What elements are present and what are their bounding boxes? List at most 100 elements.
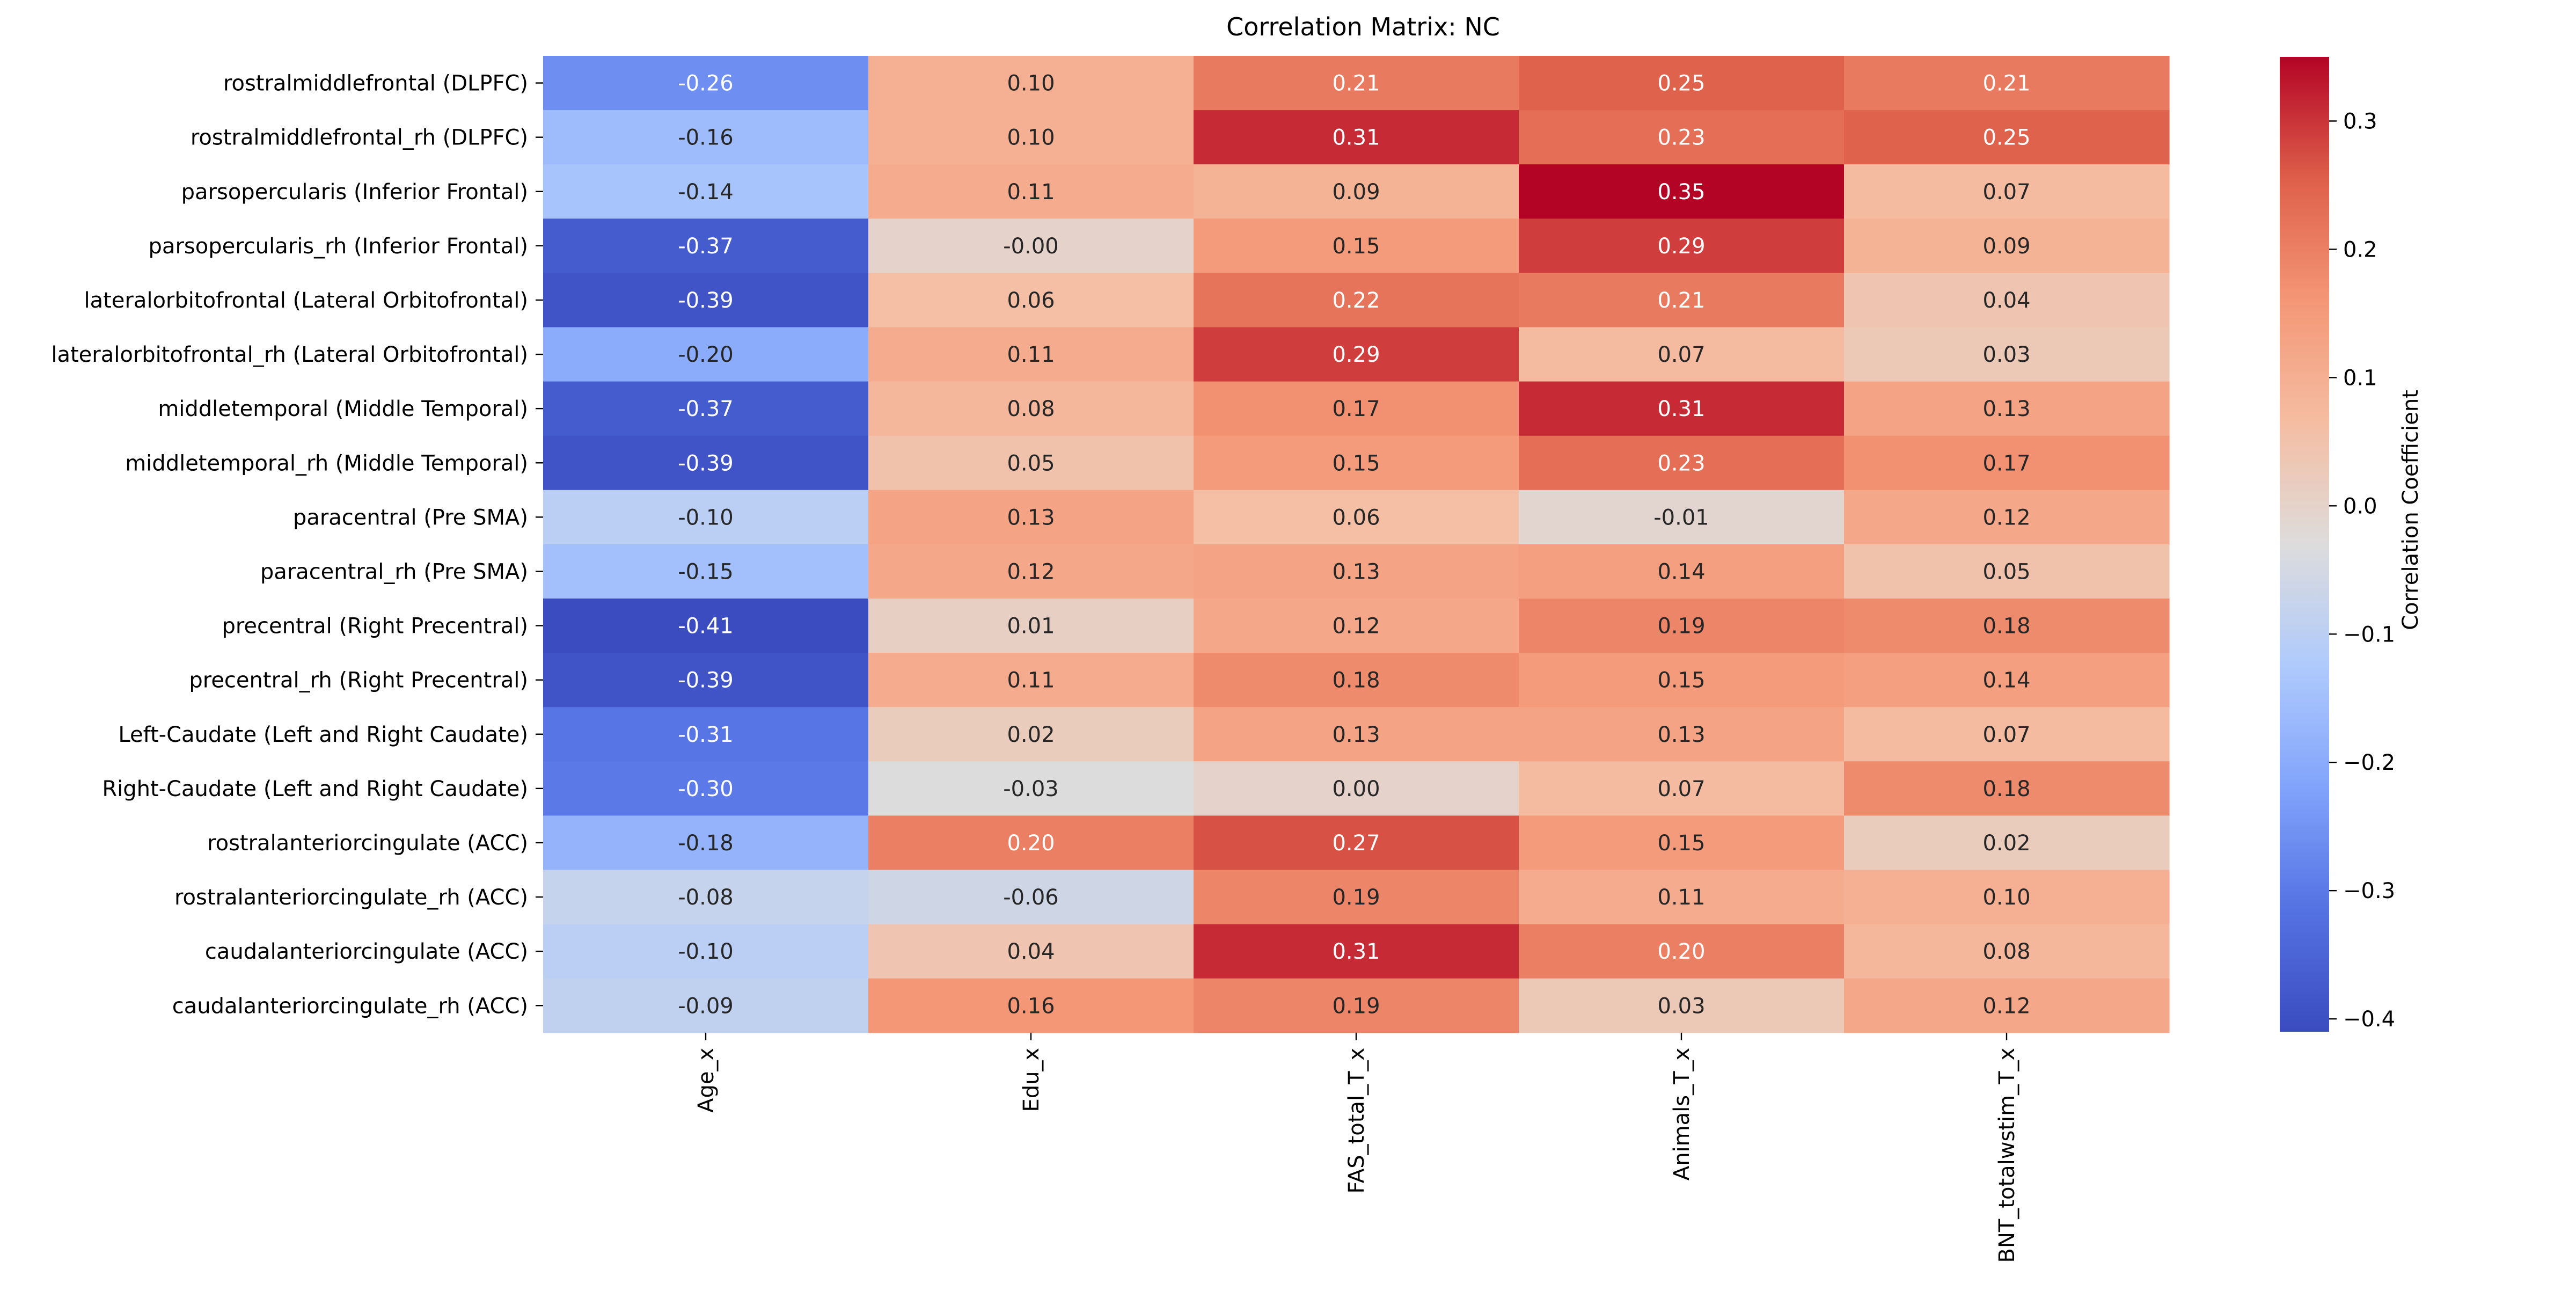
heatmap-cell	[543, 435, 869, 491]
colorbar-tick-label: 0.0	[2343, 494, 2377, 519]
heatmap-cell	[868, 110, 1194, 165]
heatmap-cell	[1519, 110, 1845, 165]
row-label: caudalanteriorcingulate (ACC)	[205, 939, 528, 964]
cell-annotation: 0.18	[1332, 668, 1380, 693]
heatmap-cells	[543, 56, 2170, 1033]
cell-annotation: 0.07	[1982, 180, 2030, 205]
heatmap-cell	[1519, 653, 1845, 708]
heatmap-cell	[1194, 435, 1519, 491]
heatmap-cell	[1844, 490, 2170, 545]
cell-annotation: -0.39	[678, 668, 734, 693]
colorbar-tick-label: 0.2	[2343, 237, 2377, 262]
cell-annotation: 0.06	[1332, 505, 1380, 530]
row-label: middletemporal (Middle Temporal)	[158, 397, 528, 421]
heatmap-cell	[1194, 653, 1519, 708]
cell-annotation: 0.01	[1007, 614, 1055, 639]
row-label: paracentral (Pre SMA)	[293, 505, 528, 530]
cell-annotation: 0.21	[1657, 288, 1705, 313]
heatmap-cell	[868, 164, 1194, 219]
cell-annotation: 0.13	[1332, 559, 1380, 584]
heatmap-cell	[1519, 815, 1845, 871]
cell-annotation: -0.39	[678, 451, 734, 476]
row-label: parsopercularis_rh (Inferior Frontal)	[149, 234, 528, 259]
heatmap-cell	[543, 56, 869, 111]
heatmap-cell	[1519, 435, 1845, 491]
heatmap-cell	[868, 653, 1194, 708]
cell-annotation: -0.08	[678, 885, 734, 910]
colorbar-tick-label: 0.1	[2343, 366, 2377, 390]
heatmap-cell	[868, 599, 1194, 653]
cell-annotation: 0.10	[1007, 126, 1055, 150]
heatmap-cell	[543, 381, 869, 436]
row-label: rostralmiddlefrontal_rh (DLPFC)	[191, 126, 528, 150]
cell-annotation: 0.12	[1982, 994, 2030, 1018]
heatmap-cell	[1844, 164, 2170, 219]
heatmap-cell	[1844, 924, 2170, 979]
cell-annotation: 0.25	[1982, 126, 2030, 150]
heatmap-cell	[1194, 490, 1519, 545]
heatmap-cell	[1844, 870, 2170, 925]
heatmap-cell	[543, 815, 869, 871]
cell-annotation: 0.07	[1657, 777, 1705, 801]
cell-annotation: 0.14	[1982, 668, 2030, 693]
colorbar-tick-label: −0.2	[2343, 750, 2395, 775]
cell-annotation: 0.15	[1332, 451, 1380, 476]
heatmap-cell	[543, 653, 869, 708]
cell-annotation: -0.30	[678, 777, 734, 801]
column-label: BNT_totalwstim_T_x	[1995, 1048, 2019, 1263]
heatmap-cell	[543, 544, 869, 599]
cell-annotation: 0.07	[1982, 723, 2030, 747]
heatmap-cell	[868, 707, 1194, 762]
heatmap-cell	[543, 490, 869, 545]
heatmap-cell	[1194, 544, 1519, 599]
heatmap-cell	[868, 490, 1194, 545]
cell-annotation: -0.26	[678, 71, 734, 96]
heatmap-cell	[868, 924, 1194, 979]
cell-annotation: 0.14	[1657, 559, 1705, 584]
heatmap-cell	[1194, 761, 1519, 816]
heatmap-cell	[1194, 164, 1519, 219]
heatmap-cell	[868, 56, 1194, 111]
heatmap-cell	[1194, 599, 1519, 653]
cell-annotation: 0.16	[1007, 994, 1055, 1018]
heatmap-cell	[1844, 815, 2170, 871]
heatmap-cell	[1844, 544, 2170, 599]
row-labels: rostralmiddlefrontal (DLPFC) rostralmiddl…	[51, 71, 543, 1018]
cell-annotation: 0.31	[1657, 397, 1705, 421]
cell-annotation: 0.04	[1007, 939, 1055, 964]
heatmap-cell	[1844, 599, 2170, 653]
heatmap-cell	[543, 978, 869, 1033]
colorbar-tick-label: 0.3	[2343, 109, 2377, 134]
cell-annotation: 0.18	[1982, 614, 2030, 639]
cell-annotation: 0.03	[1657, 994, 1705, 1018]
heatmap-cell	[1844, 761, 2170, 816]
heatmap-cell	[1194, 707, 1519, 762]
heatmap-cell	[1844, 707, 2170, 762]
cell-annotation: 0.08	[1982, 939, 2030, 964]
heatmap-cell	[1519, 707, 1845, 762]
cell-annotation: -0.39	[678, 288, 734, 313]
cell-annotation: 0.31	[1332, 939, 1380, 964]
cell-annotation: 0.35	[1657, 180, 1705, 205]
heatmap-cell	[868, 870, 1194, 925]
row-label: caudalanteriorcingulate_rh (ACC)	[172, 994, 528, 1018]
cell-annotation: -0.20	[678, 342, 734, 367]
heatmap-cell	[868, 218, 1194, 273]
cell-annotation: 0.17	[1982, 451, 2030, 476]
cell-annotation: 0.08	[1007, 397, 1055, 421]
cell-annotation: 0.15	[1657, 668, 1705, 693]
cell-annotation: 0.20	[1657, 939, 1705, 964]
row-label: lateralorbitofrontal (Lateral Orbitofron…	[84, 288, 528, 313]
cell-annotation: -0.14	[678, 180, 734, 205]
cell-annotation: 0.13	[1007, 505, 1055, 530]
cell-annotation: 0.04	[1982, 288, 2030, 313]
column-label: Edu_x	[1019, 1048, 1044, 1112]
cell-annotation: -0.10	[678, 505, 734, 530]
cell-annotation: 0.06	[1007, 288, 1055, 313]
cell-annotation: -0.10	[678, 939, 734, 964]
cell-annotation: -0.01	[1653, 505, 1709, 530]
row-label: rostralanteriorcingulate (ACC)	[207, 831, 528, 856]
cell-annotation: 0.07	[1657, 342, 1705, 367]
cell-annotation: 0.25	[1657, 71, 1705, 96]
